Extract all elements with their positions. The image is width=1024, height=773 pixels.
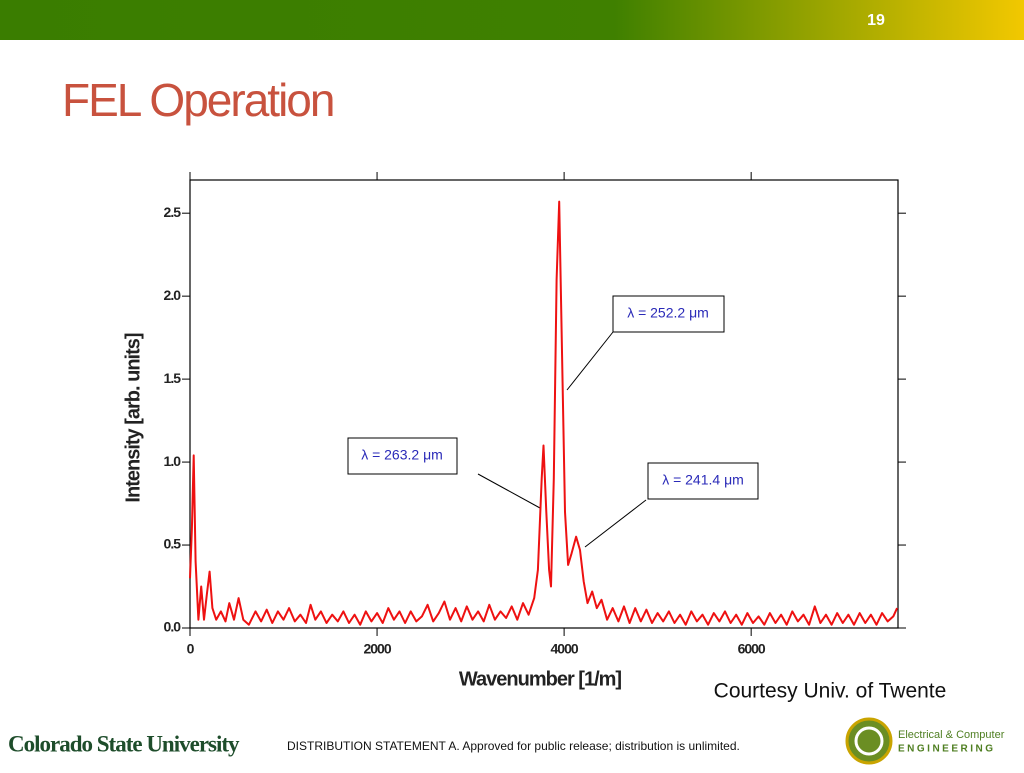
distribution-statement: DISTRIBUTION STATEMENT A. Approved for p…	[287, 739, 740, 753]
annotation-box	[647, 462, 759, 500]
header-bar	[0, 0, 1024, 40]
department-emblem	[854, 726, 884, 756]
university-logo: Colorado State University	[8, 731, 240, 756]
plot-frame	[189, 179, 899, 629]
slide-number: 19	[867, 12, 885, 29]
credit: Courtesy Univ. of Twente	[714, 680, 947, 703]
annotation-box	[347, 437, 458, 475]
annotation-arrow	[584, 499, 647, 548]
chart: Wavenumber [1/m] Intensity [arb. units] …	[122, 172, 906, 690]
slide-title: FEL Operation	[62, 74, 333, 126]
y-tick-label: 0.5	[164, 536, 182, 552]
x-tick-label: 0	[187, 641, 195, 657]
x-axis-label: Wavenumber [1/m]	[459, 668, 622, 690]
y-axis-label: Intensity [arb. units]	[122, 333, 144, 502]
department-emblem	[845, 717, 893, 765]
x-tick-label: 4000	[551, 641, 579, 657]
department-name: Electrical & Computer	[898, 729, 1005, 741]
x-tick-label: 6000	[738, 641, 766, 657]
y-tick-label: 2.5	[164, 204, 182, 220]
annotation: λ = 252.2 μm	[627, 305, 709, 321]
spectrum-line	[189, 200, 899, 626]
annotation-arrow	[477, 473, 541, 509]
annotation: λ = 241.4 μm	[662, 472, 744, 488]
y-tick-label: 1.5	[164, 370, 182, 386]
y-tick-label: 1.0	[164, 453, 182, 469]
y-tick-label: 2.0	[164, 287, 182, 303]
annotation-box	[612, 295, 725, 333]
annotation: λ = 263.2 μm	[361, 447, 443, 463]
y-tick-label: 0.0	[164, 619, 182, 635]
x-tick-label: 2000	[363, 641, 391, 657]
department-name: ENGINEERING	[898, 744, 996, 755]
annotation-arrow	[566, 331, 614, 391]
